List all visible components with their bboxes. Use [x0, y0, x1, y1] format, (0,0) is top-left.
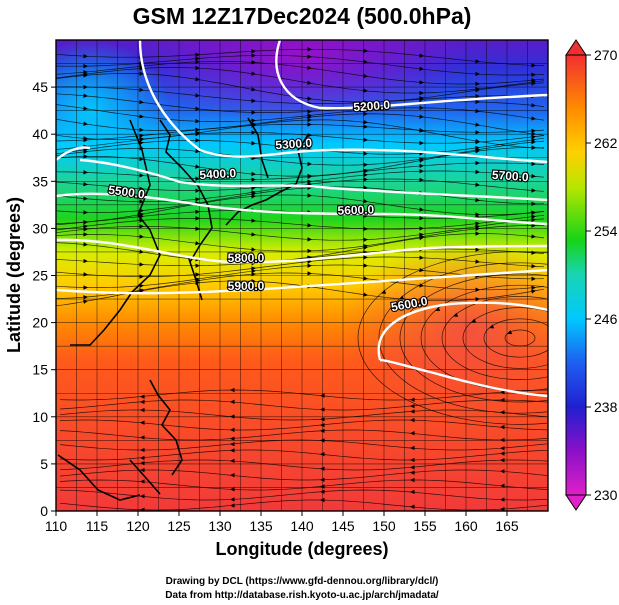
colorbar: 230 238 246 254 262 270 — [565, 39, 618, 511]
colorbar-tick-label: 270 — [594, 47, 618, 63]
colorbar-tick-label: 238 — [594, 399, 618, 415]
x-axis-label: Longitude (degrees) — [215, 539, 388, 559]
temperature-field — [56, 40, 548, 511]
y-tick-label: 15 — [32, 362, 48, 378]
y-tick-label: 45 — [32, 79, 48, 95]
y-tick-label: 25 — [32, 268, 48, 284]
y-tick-label: 40 — [32, 126, 48, 142]
y-axis-label: Latitude (degrees) — [4, 197, 24, 353]
colorbar-top-arrow — [565, 39, 587, 56]
y-tick-label: 10 — [32, 409, 48, 425]
y-tick-label: 5 — [40, 456, 48, 472]
height-contours — [56, 40, 548, 398]
colorbar-tick-label: 230 — [594, 487, 618, 503]
x-axis-ticks: 110 115 120 125 130 135 140 145 150 155 160 165 — [45, 511, 519, 534]
contour-label: 5700.0 — [491, 168, 529, 185]
colorbar-ticks: 230 238 246 254 262 270 — [586, 47, 618, 503]
contour-label: 5600.0 — [337, 202, 374, 217]
x-tick-label: 135 — [249, 518, 273, 534]
credit-drawing: Drawing by DCL (https://www.gfd-dennou.o… — [166, 576, 439, 587]
contour-label: 5400.0 — [199, 166, 237, 182]
colorbar-scale — [565, 54, 587, 496]
x-tick-label: 125 — [167, 518, 191, 534]
x-tick-label: 115 — [86, 518, 109, 534]
contour-label: 5800.0 — [228, 251, 265, 265]
x-tick-label: 110 — [45, 518, 68, 534]
y-tick-label: 0 — [40, 503, 48, 519]
contour-label: 5300.0 — [275, 136, 313, 153]
y-axis-ticks: 0 5 10 15 20 25 30 35 40 45 — [32, 79, 56, 519]
contour-label: 5600.0 — [390, 294, 429, 314]
x-tick-label: 140 — [290, 518, 314, 534]
y-tick-label: 35 — [32, 173, 48, 189]
y-tick-label: 30 — [32, 220, 48, 236]
x-tick-label: 165 — [495, 518, 519, 534]
credit-data: Data from http://database.rish.kyoto-u.a… — [165, 590, 439, 601]
colorbar-tick-label: 254 — [594, 223, 618, 239]
colorbar-tick-label: 262 — [594, 135, 618, 151]
colorbar-bottom-arrow — [565, 494, 587, 511]
contour-label: 5900.0 — [228, 279, 265, 293]
x-tick-label: 145 — [331, 518, 355, 534]
x-tick-label: 160 — [454, 518, 478, 534]
x-tick-label: 120 — [126, 518, 150, 534]
wind-streamlines — [56, 47, 548, 511]
chart-title: GSM 12Z17Dec2024 (500.0hPa) — [133, 3, 472, 29]
x-tick-label: 150 — [372, 518, 396, 534]
colorbar-tick-label: 246 — [594, 311, 618, 327]
contour-label: 5200.0 — [353, 98, 391, 115]
contour-label: 5500.0 — [107, 183, 146, 202]
x-tick-label: 155 — [413, 518, 437, 534]
y-tick-label: 20 — [32, 315, 48, 331]
x-tick-label: 130 — [208, 518, 232, 534]
